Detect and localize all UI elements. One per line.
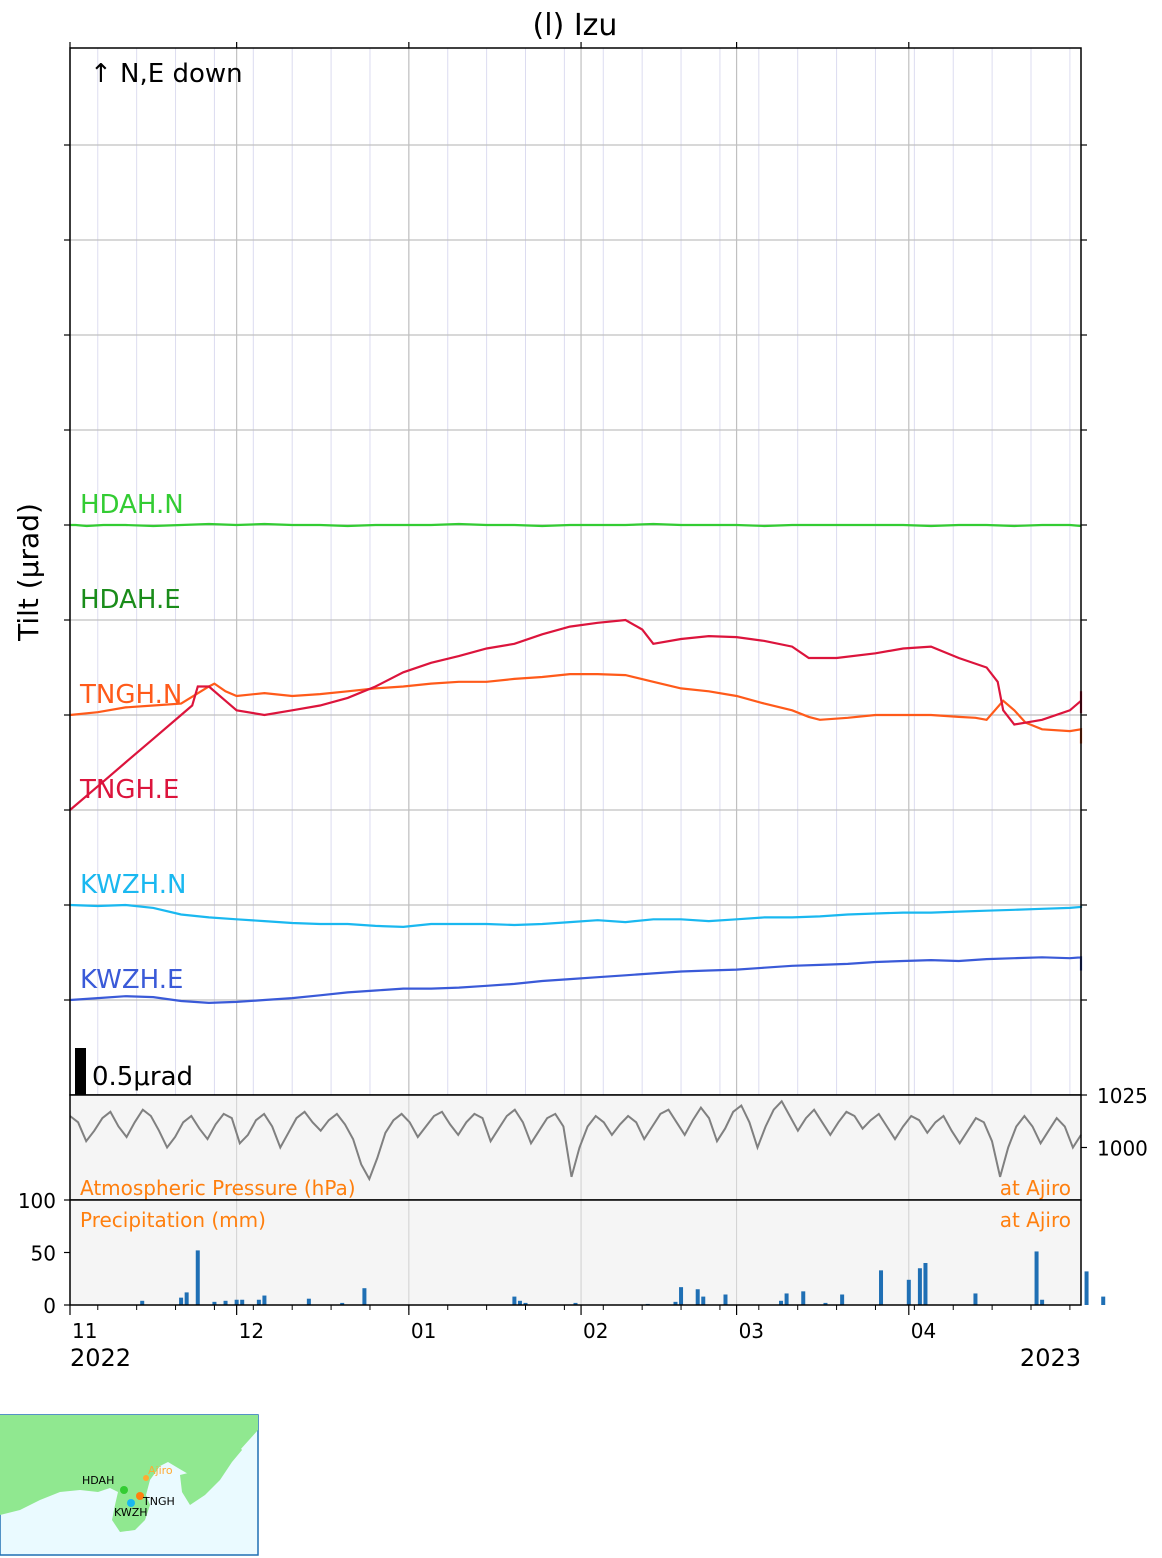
pressure-panel: 1000 1025 Atmospheric Pressure (hPa) at A… — [69, 1084, 1148, 1201]
series-label-hdah-n: HDAH.N — [80, 490, 184, 520]
inset-location-map: HDAH TNGH KWZH Ajiro — [0, 1414, 259, 1556]
precip-bar — [212, 1301, 217, 1305]
precip-bar — [1084, 1271, 1089, 1305]
series-label-kwzh-e: KWZH.E — [80, 965, 183, 995]
precipitation-label: Precipitation (mm) — [80, 1208, 266, 1232]
precip-bar — [1101, 1296, 1106, 1305]
precip-bar — [573, 1302, 578, 1305]
precipitation-panel-frame — [69, 1199, 1082, 1306]
scale-bar — [75, 1048, 86, 1095]
precip-bar — [362, 1288, 367, 1305]
x-tick-label: 11 — [72, 1319, 97, 1343]
station-marker-kwzh — [127, 1499, 135, 1507]
precip-bar — [779, 1300, 784, 1305]
y-axis-label: Tilt (μrad) — [12, 503, 45, 642]
precip-bar — [840, 1294, 845, 1305]
tilt-plot-area: HDAH.N HDAH.E TNGH.N TNGH.E KWZH.N KWZH.E ↑ N… — [64, 42, 1087, 1096]
pressure-panel-background — [70, 1095, 1081, 1200]
series-line-kwzh-n — [69, 903, 1083, 929]
precip-bar — [823, 1302, 828, 1305]
precip-bar — [879, 1270, 884, 1305]
precipitation-panel-background — [70, 1200, 1081, 1305]
pressure-line — [69, 1099, 1082, 1182]
station-marker-tngh — [136, 1492, 144, 1500]
precip-bar — [195, 1250, 200, 1305]
series-line-tngh-n — [69, 673, 1083, 744]
tilt-series-lines — [69, 522, 1083, 1005]
series-line-hdah-n — [70, 522, 1082, 528]
tilt-grid — [64, 42, 1087, 1095]
precip-tick-label: 0 — [43, 1294, 56, 1318]
x-tick-label: 12 — [239, 1319, 264, 1343]
chart-title: (l) Izu — [533, 8, 618, 43]
precip-bar — [906, 1279, 911, 1305]
precip-bar — [679, 1287, 684, 1305]
precip-bar — [512, 1296, 517, 1305]
series-label-tngh-e: TNGH.E — [79, 775, 179, 805]
x-tick-label: 03 — [739, 1319, 764, 1343]
precip-bar — [523, 1302, 528, 1305]
x-tick-label: 01 — [411, 1319, 436, 1343]
precipitation-station-label: at Ajiro — [1000, 1208, 1071, 1232]
precip-bar — [184, 1292, 189, 1305]
scale-bar-label: 0.5μrad — [92, 1062, 193, 1092]
series-line-tngh-e — [69, 618, 1083, 811]
x-tick-label: 02 — [583, 1319, 608, 1343]
inset-label-ajiro: Ajiro — [148, 1464, 173, 1477]
inset-label-hdah: HDAH — [82, 1474, 114, 1487]
inset-label-kwzh: KWZH — [114, 1506, 148, 1519]
series-label-kwzh-n: KWZH.N — [80, 870, 186, 900]
pressure-tick-label: 1000 — [1097, 1137, 1148, 1161]
inset-map-land-mainland — [0, 1415, 258, 1532]
tilt-plot-frame — [69, 47, 1082, 1096]
series-label-tngh-n: TNGH.N — [79, 680, 182, 710]
tilt-series-labels: HDAH.N HDAH.E TNGH.N TNGH.E KWZH.N KWZH.E — [79, 490, 186, 995]
x-axis: 11 12 01 02 03 04 — [69, 1305, 1071, 1343]
precip-bar — [179, 1297, 184, 1305]
inset-label-tngh: TNGH — [142, 1495, 175, 1508]
precip-bar — [517, 1300, 522, 1305]
precip-bar — [234, 1299, 239, 1305]
pressure-station-label: at Ajiro — [1000, 1176, 1071, 1200]
inset-map-land-peninsula — [180, 1442, 242, 1505]
pressure-label: Atmospheric Pressure (hPa) — [80, 1176, 356, 1200]
precip-bar — [140, 1300, 145, 1305]
series-line-kwzh-e — [69, 956, 1083, 1005]
precip-bar — [784, 1293, 789, 1305]
precip-tick-label: 100 — [18, 1189, 56, 1213]
precip-bar — [973, 1293, 978, 1305]
station-marker-hdah — [120, 1486, 128, 1494]
precip-bar — [801, 1291, 806, 1305]
precipitation-y-ticks: 0 50 100 — [18, 1189, 70, 1318]
precip-bar — [262, 1295, 267, 1305]
precip-bar — [695, 1289, 700, 1305]
precip-bar — [240, 1299, 245, 1305]
x-year-label-end: 2023 — [1020, 1344, 1081, 1372]
precip-bar — [1034, 1251, 1039, 1305]
precip-bar — [701, 1296, 706, 1305]
precip-bar — [917, 1268, 922, 1305]
precipitation-panel: 0 50 100 Precipitation (mm) at Ajiro — [18, 1189, 1106, 1318]
pressure-tick-label: 1025 — [1097, 1084, 1148, 1108]
precip-bar — [923, 1263, 928, 1305]
orientation-note: ↑ N,E down — [90, 59, 243, 89]
precipitation-bars — [140, 1250, 1106, 1305]
pressure-y-ticks: 1000 1025 — [1081, 1084, 1148, 1161]
x-year-label-start: 2022 — [70, 1344, 131, 1372]
precip-bar — [340, 1302, 345, 1305]
precip-tick-label: 50 — [31, 1242, 56, 1266]
precip-bar — [1040, 1299, 1045, 1305]
station-marker-ajiro — [143, 1475, 149, 1481]
series-label-hdah-e: HDAH.E — [80, 585, 181, 615]
x-tick-label: 04 — [911, 1319, 936, 1343]
precip-bar — [723, 1294, 728, 1305]
precip-bar — [673, 1301, 678, 1305]
precip-bar — [306, 1298, 311, 1305]
precip-bar — [223, 1300, 228, 1305]
precip-bar — [256, 1299, 261, 1305]
